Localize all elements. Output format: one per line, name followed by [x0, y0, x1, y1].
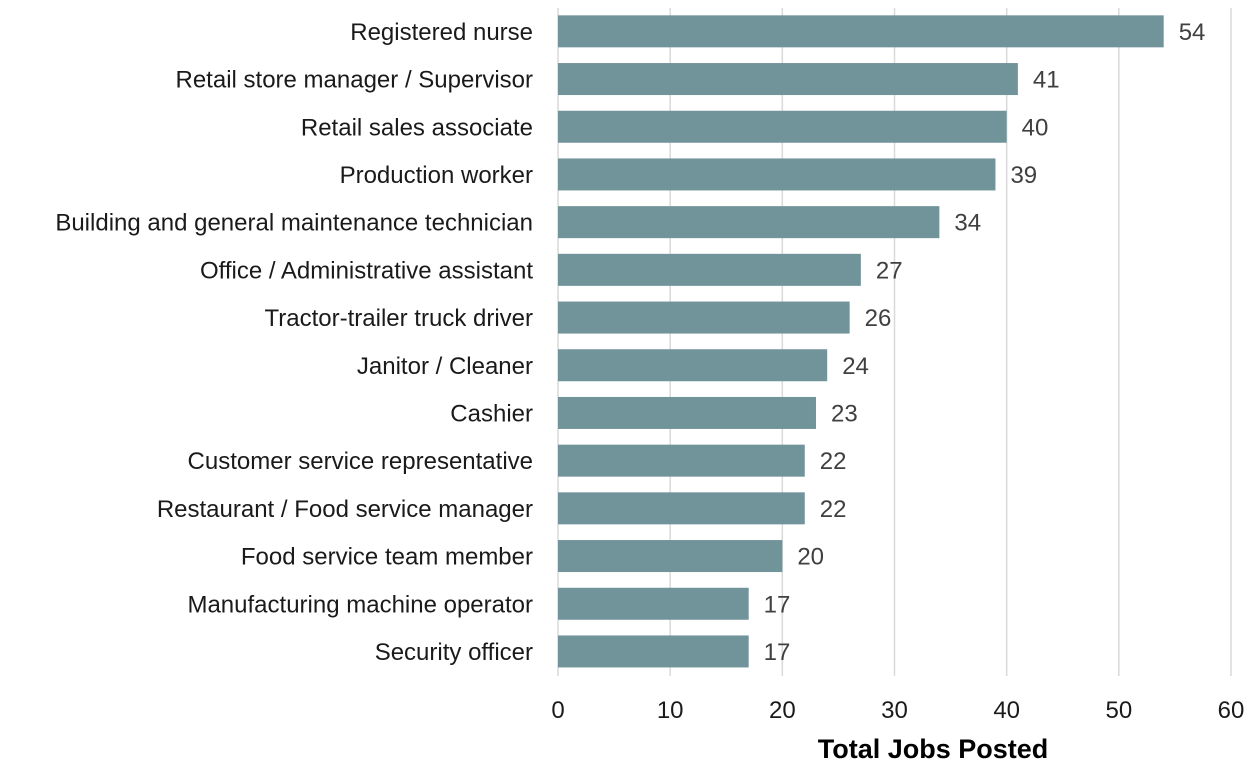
category-label: Office / Administrative assistant: [200, 257, 533, 284]
bar: [558, 110, 1007, 143]
value-label: 40: [1022, 114, 1049, 141]
x-axis-ticks: 0 10 20 30 40 50 60: [551, 697, 1244, 724]
bar: [558, 444, 805, 477]
x-tick-label: 20: [769, 697, 796, 724]
category-label: Restaurant / Food service manager: [157, 496, 533, 523]
category-label: Customer service representative: [188, 448, 533, 475]
x-tick-label: 30: [881, 697, 908, 724]
category-label: Food service team member: [241, 544, 533, 571]
category-label: Manufacturing machine operator: [187, 591, 533, 618]
bar: [558, 15, 1164, 48]
value-label: 54: [1179, 19, 1206, 46]
category-label: Production worker: [340, 162, 533, 189]
gridlines: [557, 8, 1232, 676]
value-label: 23: [831, 400, 858, 427]
value-label: 41: [1033, 67, 1060, 94]
bar: [558, 396, 816, 429]
value-label: 17: [764, 591, 791, 618]
category-label: Security officer: [375, 639, 533, 666]
category-label: Retail store manager / Supervisor: [176, 67, 534, 94]
value-label: 17: [764, 639, 791, 666]
x-tick-label: 60: [1218, 697, 1245, 724]
bar: [558, 349, 828, 382]
bar: [558, 540, 783, 573]
category-labels: Registered nurse Retail store manager / S…: [55, 19, 533, 666]
value-label: 26: [865, 305, 892, 332]
value-label: 22: [820, 496, 847, 523]
bar: [558, 635, 749, 668]
bar: [558, 492, 805, 525]
value-label: 22: [820, 448, 847, 475]
category-label: Tractor-trailer truck driver: [265, 305, 533, 332]
value-label: 27: [876, 257, 903, 284]
category-label: Cashier: [450, 400, 533, 427]
value-label: 20: [797, 544, 824, 571]
category-label: Janitor / Cleaner: [357, 353, 533, 380]
x-tick-label: 50: [1105, 697, 1132, 724]
category-label: Building and general maintenance technic…: [55, 210, 533, 237]
value-label: 39: [1010, 162, 1037, 189]
bar: [558, 253, 861, 286]
x-tick-label: 40: [993, 697, 1020, 724]
value-label: 34: [954, 210, 981, 237]
bar: [558, 63, 1018, 96]
value-label: 24: [842, 353, 869, 380]
x-axis-title: Total Jobs Posted: [818, 734, 1049, 763]
bar: [558, 206, 940, 239]
x-tick-label: 0: [551, 697, 564, 724]
bar: [558, 158, 996, 191]
bars: [558, 15, 1164, 668]
bar: [558, 587, 749, 620]
category-label: Retail sales associate: [301, 114, 533, 141]
category-label: Registered nurse: [350, 19, 533, 46]
x-tick-label: 10: [657, 697, 684, 724]
bar: [558, 301, 850, 334]
